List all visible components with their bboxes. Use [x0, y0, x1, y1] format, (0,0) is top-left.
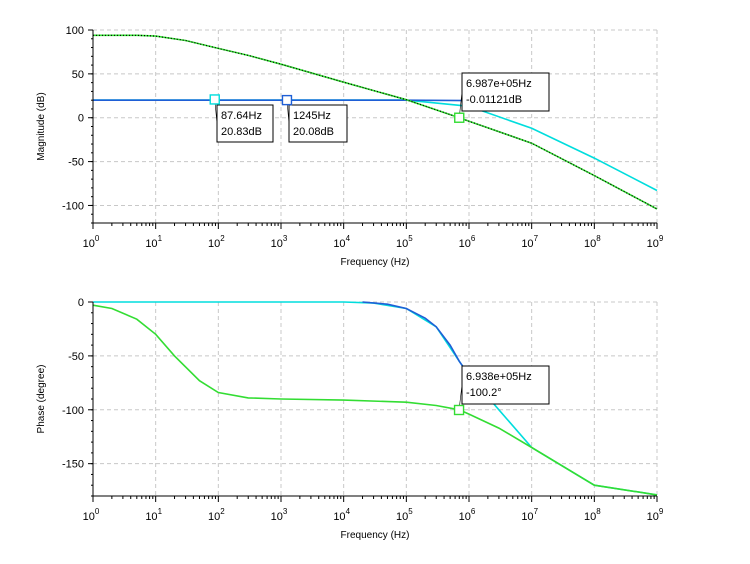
- y-axis-label: Phase (degree): [36, 365, 47, 434]
- y-tick-label: 100: [66, 25, 84, 37]
- x-tick-label: 108: [584, 507, 601, 523]
- series-line-2: [93, 34, 658, 210]
- datatip-marker[interactable]: [281, 94, 293, 106]
- datatip-frequency: 87.64Hz: [221, 110, 262, 122]
- x-tick-label: 101: [145, 507, 162, 523]
- x-tick-label: 100: [83, 507, 100, 523]
- datatip-frequency: 6.987e+05Hz: [466, 78, 532, 90]
- datatip-box: [288, 104, 348, 143]
- y-tick-label: 50: [72, 69, 84, 81]
- x-axis-label: Frequency (Hz): [341, 257, 410, 268]
- x-tick-label: 104: [333, 234, 350, 250]
- plot-area: [93, 302, 657, 496]
- x-tick-label: 106: [459, 234, 476, 250]
- datatip-marker[interactable]: [454, 112, 465, 123]
- x-tick-label: 101: [145, 234, 162, 250]
- datatip-value: -100.2°: [466, 387, 502, 399]
- x-tick-label: 104: [333, 507, 350, 523]
- x-tick-label: 106: [459, 507, 476, 523]
- y-tick-label: -100: [62, 200, 84, 212]
- y-tick-label: -150: [62, 459, 84, 471]
- phase-plot: 100 101 102 103 104 105 106 107 108 109 0 -50 -100 -1…: [36, 297, 664, 541]
- datatip-marker[interactable]: [453, 404, 465, 416]
- x-tick-label: 109: [647, 507, 664, 523]
- datatip-marker[interactable]: [209, 94, 220, 105]
- datatip-value: 20.83dB: [221, 126, 262, 138]
- y-tick-label: -50: [68, 157, 84, 169]
- datatip-box: [461, 72, 550, 112]
- datatip-value: -0.01121dB: [466, 94, 522, 106]
- x-tick-label: 102: [208, 507, 225, 523]
- x-tick-label: 105: [396, 234, 413, 250]
- x-axis-label: Frequency (Hz): [341, 530, 410, 541]
- series-line-2: [92, 304, 658, 496]
- datatip-box: [216, 104, 274, 143]
- y-tick-label: -50: [68, 351, 84, 363]
- x-tick-label: 103: [271, 507, 288, 523]
- magnitude-plot: 100 101 102 103 104 105 106 107 108 109 100 50 0 -50 -…: [36, 25, 664, 268]
- y-tick-label: -100: [62, 405, 84, 417]
- x-tick-label: 107: [521, 507, 538, 523]
- datatip-frequency: 6.938e+05Hz: [466, 371, 532, 383]
- plot-area: [93, 30, 657, 223]
- x-tick-label: 109: [647, 234, 664, 250]
- datatip-frequency: 1245Hz: [293, 110, 331, 122]
- y-tick-label: 0: [78, 297, 84, 309]
- x-tick-label: 107: [521, 234, 538, 250]
- x-tick-label: 103: [271, 234, 288, 250]
- y-axis-label: Magnitude (dB): [36, 92, 47, 160]
- x-tick-label: 108: [584, 234, 601, 250]
- x-tick-label: 105: [396, 507, 413, 523]
- y-tick-label: 0: [78, 113, 84, 125]
- x-tick-label: 102: [208, 234, 225, 250]
- datatip-box: [461, 365, 550, 405]
- datatip-value: 20.08dB: [293, 126, 334, 138]
- x-tick-label: 100: [83, 234, 100, 250]
